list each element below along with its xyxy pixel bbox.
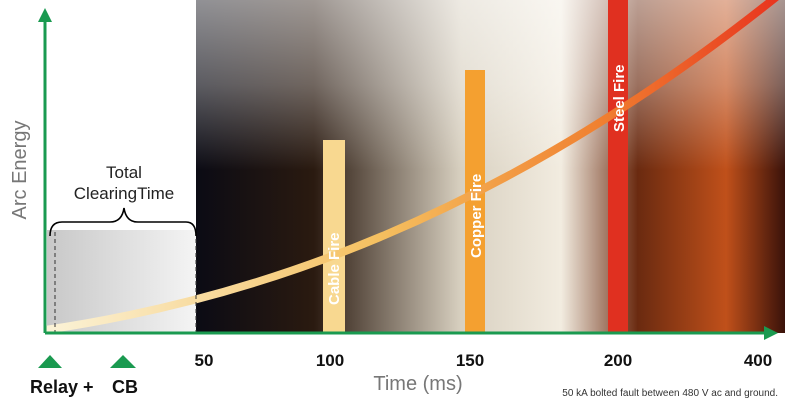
footnote: 50 kA bolted fault between 480 V ac and … [562,388,778,399]
clearing-label: ClearingTime [74,184,174,203]
x-tick-label: 100 [316,351,344,370]
bracket [49,207,197,237]
device-marker [38,355,62,368]
x-arrow [764,326,778,340]
device-marker [110,355,136,368]
copper-band [465,70,485,333]
steel-band [608,0,628,333]
device-label: Relay + [30,377,94,397]
fire-label: Copper Fire [468,174,485,258]
scene-fade [196,0,785,170]
energy-curve [44,0,779,334]
x-tick-label: 200 [604,351,632,370]
fire-label: Cable Fire [326,232,343,305]
clearing-label: Total [106,163,142,182]
cable-band [323,140,345,333]
y-axis-label: Arc Energy [9,121,31,220]
x-tick-label: 400 [744,351,772,370]
y-arrow [38,8,52,22]
device-label: CB [112,377,138,397]
fire-label: Steel Fire [611,64,628,132]
x-axis-label: Time (ms) [373,373,462,395]
x-tick-label: 150 [456,351,484,370]
x-tick-label: 50 [195,351,214,370]
